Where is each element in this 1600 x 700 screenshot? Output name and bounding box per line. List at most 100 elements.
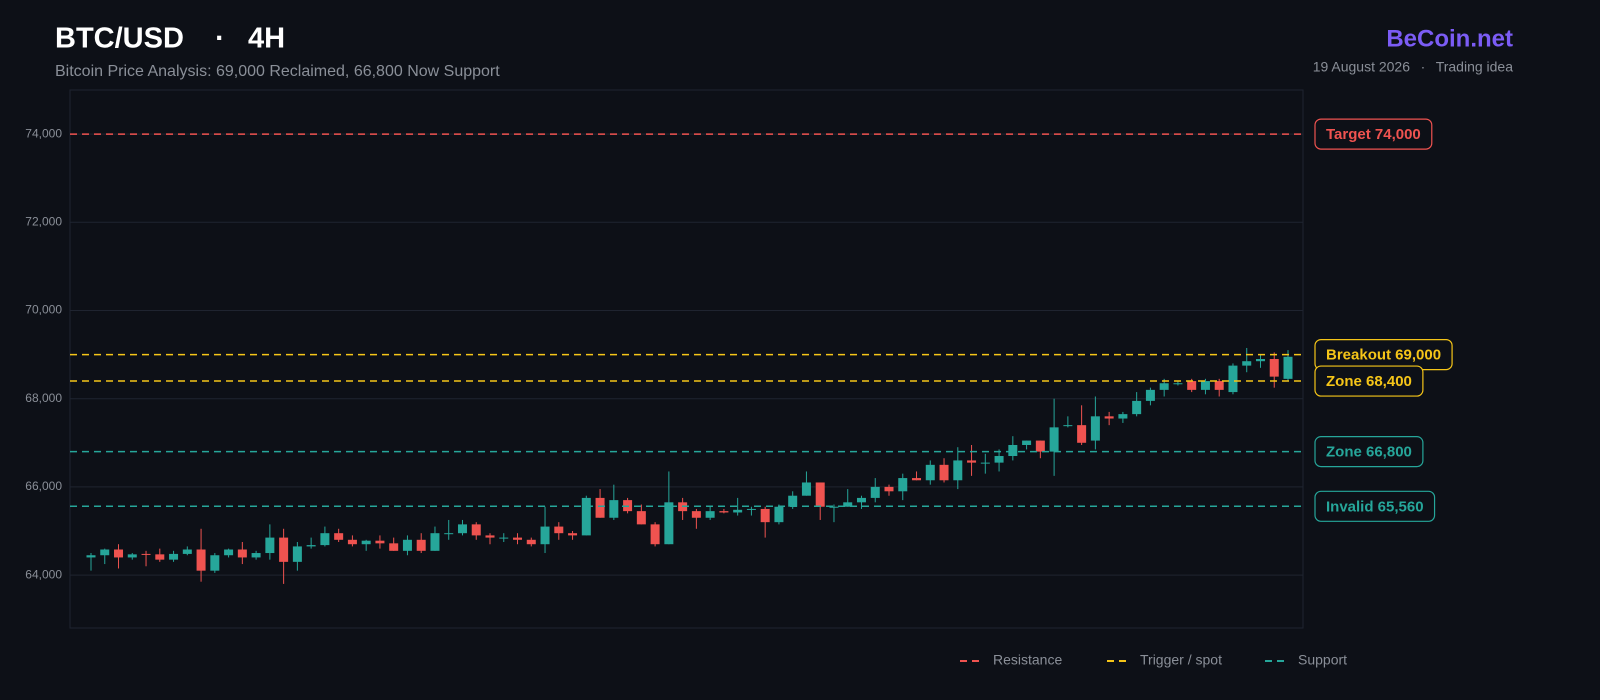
level-label: Zone 68,400 xyxy=(1326,373,1412,390)
candle-body xyxy=(664,502,674,545)
candle-body xyxy=(361,540,371,545)
chart-title: BTC/USD xyxy=(55,23,184,55)
legend-label: Resistance xyxy=(993,652,1062,668)
candle-body xyxy=(801,482,811,496)
y-tick-label: 68,000 xyxy=(25,391,62,405)
candle-body xyxy=(499,537,509,539)
candle-body xyxy=(169,553,179,560)
candle-body xyxy=(912,478,922,481)
candle-body xyxy=(1035,440,1045,452)
candle-body xyxy=(719,511,729,513)
candle-body xyxy=(1242,361,1252,366)
candle-body xyxy=(224,549,234,556)
candle-body xyxy=(650,524,660,545)
candle-body xyxy=(774,506,784,523)
candle-body xyxy=(127,554,137,558)
candle-body xyxy=(1145,389,1155,401)
candle-body xyxy=(251,553,261,558)
level-label-box xyxy=(1314,118,1433,150)
candle-body xyxy=(416,539,426,551)
candle-body xyxy=(471,524,481,536)
subtitle: Bitcoin Price Analysis: 69,000 Reclaimed… xyxy=(55,63,500,80)
candle-body xyxy=(967,460,977,463)
candle-body xyxy=(306,545,316,547)
y-tick-label: 66,000 xyxy=(25,479,62,493)
candle-body xyxy=(746,508,756,510)
candle-body xyxy=(1255,359,1265,362)
candle-body xyxy=(320,533,330,546)
candle-body xyxy=(843,502,853,507)
date: 19 August 2026 xyxy=(1313,59,1411,75)
candle-body xyxy=(1283,356,1293,379)
level-label: Invalid 65,560 xyxy=(1326,498,1424,515)
candle-body xyxy=(526,539,536,545)
candle-body xyxy=(1118,414,1128,419)
candle-body xyxy=(279,537,289,562)
candle-body xyxy=(265,537,275,554)
y-tick-label: 74,000 xyxy=(25,126,62,140)
tag: Trading idea xyxy=(1436,59,1514,75)
title-separator: · xyxy=(215,23,225,55)
candle-body xyxy=(1077,425,1087,443)
candle-body xyxy=(196,549,206,571)
candle-body xyxy=(939,464,949,481)
candle-body xyxy=(485,535,495,538)
y-tick-label: 70,000 xyxy=(25,303,62,317)
candle-body xyxy=(1228,365,1238,393)
legend-label: Trigger / spot xyxy=(1140,652,1222,668)
candle-body xyxy=(1269,359,1279,377)
candle-body xyxy=(581,497,591,536)
legend-label: Support xyxy=(1298,652,1347,668)
level-label-box xyxy=(1314,436,1424,468)
date-separator: · xyxy=(1421,59,1426,75)
candle-body xyxy=(609,500,619,518)
candle-body xyxy=(1008,444,1018,457)
candle-body xyxy=(1090,416,1100,441)
candle-body xyxy=(568,533,578,536)
candle-body xyxy=(1063,425,1073,427)
timeframe: 4H xyxy=(248,23,285,55)
candle-body xyxy=(925,464,935,481)
candle-body xyxy=(444,533,454,535)
y-tick-label: 64,000 xyxy=(25,567,62,581)
candle-body xyxy=(1187,381,1197,390)
candle-body xyxy=(554,526,564,534)
candle-body xyxy=(1173,383,1183,385)
candle-body xyxy=(1132,400,1142,415)
level-label-box xyxy=(1314,490,1436,522)
candle-body xyxy=(691,511,701,518)
candle-body xyxy=(141,553,151,555)
candle-body xyxy=(788,495,798,507)
candle-body xyxy=(100,549,110,556)
candle-body xyxy=(1214,381,1224,390)
plot-frame xyxy=(69,89,1304,629)
candle-body xyxy=(389,543,399,551)
candle-body xyxy=(237,549,247,558)
candle-body xyxy=(829,506,839,508)
candle-body xyxy=(375,540,385,544)
candle-body xyxy=(402,539,412,551)
candle-body xyxy=(595,497,605,518)
candle-body xyxy=(1200,381,1210,390)
candle-body xyxy=(705,511,715,518)
candle-body xyxy=(513,537,523,540)
candle-body xyxy=(884,486,894,492)
candle-body xyxy=(898,478,908,492)
candle-body xyxy=(86,555,96,558)
candle-body xyxy=(856,497,866,503)
candle-body xyxy=(1159,383,1169,390)
level-label: Target 74,000 xyxy=(1326,126,1421,143)
level-label: Zone 66,800 xyxy=(1326,444,1412,461)
level-label-box xyxy=(1314,365,1424,397)
candle-body xyxy=(155,554,165,560)
candle-body xyxy=(292,546,302,562)
candle-body xyxy=(457,524,467,534)
brand: BeCoin.net xyxy=(1386,25,1513,52)
y-tick-label: 72,000 xyxy=(25,214,62,228)
candle-body xyxy=(815,482,825,507)
candle-body xyxy=(347,539,357,545)
level-label: Breakout 69,000 xyxy=(1326,347,1441,364)
candle-body xyxy=(210,555,220,571)
